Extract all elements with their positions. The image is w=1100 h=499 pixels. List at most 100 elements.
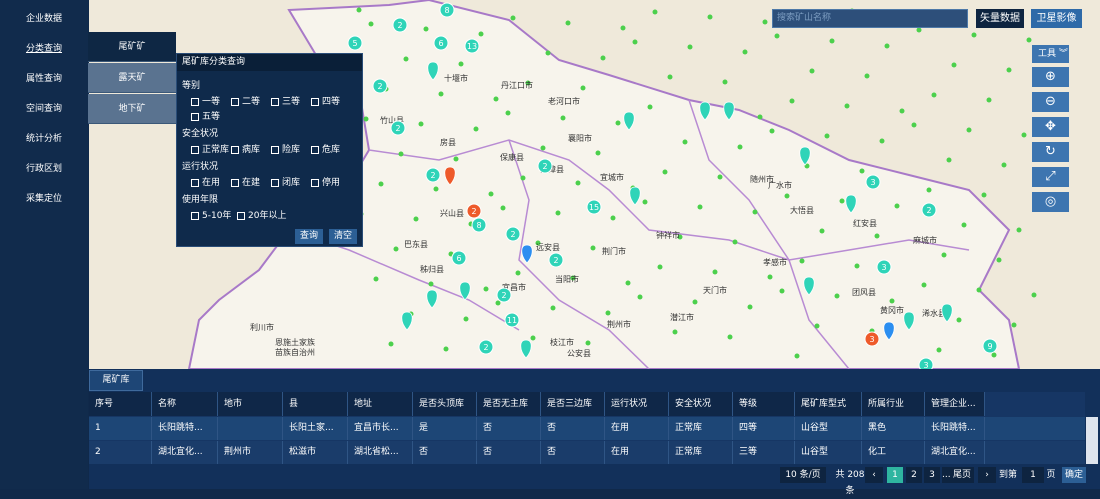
cluster-marker[interactable] <box>918 357 934 369</box>
cluster-marker[interactable] <box>464 38 480 54</box>
confirm[interactable]: 确定 <box>1062 467 1086 483</box>
menu-item[interactable]: 统计分析 <box>25 134 62 144</box>
cluster-marker[interactable] <box>433 35 449 51</box>
cluster-marker[interactable] <box>548 252 564 268</box>
checkbox-option[interactable]: 危库 <box>311 142 340 155</box>
tool-button[interactable]: ⤢ <box>1032 167 1069 187</box>
page-button[interactable]: 2 <box>906 467 922 483</box>
cluster-marker[interactable] <box>390 120 406 136</box>
cluster-marker[interactable] <box>496 287 512 303</box>
checkbox-option[interactable]: 在建 <box>231 175 260 188</box>
panel-button[interactable]: 清空 <box>329 229 357 244</box>
checkbox-option[interactable]: 闭库 <box>271 175 300 188</box>
table-header: 运行状况 <box>605 392 669 416</box>
cluster-marker[interactable] <box>466 203 482 219</box>
cluster-marker[interactable] <box>439 2 455 18</box>
next[interactable]: › <box>978 467 996 483</box>
submenu-item[interactable]: 露天矿 <box>88 63 176 93</box>
mine-pin[interactable] <box>941 303 953 323</box>
checkbox-option[interactable]: 险库 <box>271 142 300 155</box>
mine-pin[interactable] <box>459 281 471 301</box>
cluster-marker[interactable] <box>537 158 553 174</box>
mine-dot <box>535 240 541 246</box>
checkbox-option[interactable]: 二等 <box>231 94 260 107</box>
checkbox-option[interactable]: 在用 <box>191 175 220 188</box>
menu-item[interactable]: 空间查询 <box>25 104 62 114</box>
mine-pin[interactable] <box>427 61 439 81</box>
goto-input[interactable]: 1 <box>1022 467 1044 483</box>
tool-button[interactable]: ↻ <box>1032 142 1069 162</box>
mine-pin[interactable] <box>401 311 413 331</box>
cluster-marker[interactable] <box>504 312 520 328</box>
checkbox-option[interactable]: 四等 <box>311 94 340 107</box>
menu-item[interactable]: 行政区划 <box>25 164 62 174</box>
cluster-marker[interactable] <box>982 338 998 354</box>
mine-pin[interactable] <box>903 311 915 331</box>
tool-button[interactable]: ⊕ <box>1032 67 1069 87</box>
cluster-marker[interactable] <box>347 35 363 51</box>
vector-button[interactable]: 矢量数据 <box>976 9 1024 28</box>
tool-button[interactable]: ⊖ <box>1032 92 1069 112</box>
place-label: 公安县 <box>567 348 591 358</box>
mine-pin[interactable] <box>723 101 735 121</box>
table-tab[interactable]: 尾矿库 <box>89 370 143 391</box>
mine-pin[interactable] <box>623 111 635 131</box>
satellite-button[interactable]: 卫星影像 <box>1031 9 1082 28</box>
menu-item[interactable]: 采集定位 <box>25 194 62 204</box>
submenu-item[interactable]: 地下矿 <box>88 94 176 124</box>
scrollbar[interactable] <box>1086 417 1098 464</box>
mine-pin[interactable] <box>520 339 532 359</box>
menu-item[interactable]: 属性查询 <box>25 74 62 84</box>
checkbox-option[interactable]: 5-10年 <box>191 208 231 221</box>
panel-button[interactable]: 查询 <box>295 229 323 244</box>
mine-pin[interactable] <box>444 166 456 186</box>
cluster-marker[interactable] <box>425 167 441 183</box>
table-row[interactable]: 1 长阳跳特... 长阳土家... 宜昌市长... 是否否在用 正常库 四等 山谷型 黑色 长阳跳… <box>89 417 1085 440</box>
cluster-marker[interactable] <box>372 78 388 94</box>
tool-button[interactable]: ◎ <box>1032 192 1069 212</box>
checkbox-option[interactable]: 正常库 <box>191 142 229 155</box>
mine-pin[interactable] <box>426 289 438 309</box>
mine-pin[interactable] <box>883 321 895 341</box>
cluster-marker[interactable] <box>478 339 494 355</box>
page-button[interactable]: 3 <box>924 467 940 483</box>
place-label: 孝感市 <box>763 257 787 267</box>
tool-button[interactable]: ✥ <box>1032 117 1069 137</box>
cluster-marker[interactable] <box>921 202 937 218</box>
cluster-marker[interactable] <box>586 199 602 215</box>
checkbox-option[interactable]: 20年以上 <box>237 208 286 221</box>
prev[interactable]: ‹ <box>865 467 883 483</box>
cluster-marker[interactable] <box>865 174 881 190</box>
mine-pin[interactable] <box>629 186 641 206</box>
table-row[interactable]: 2 湖北宜化... 荆州市 松滋市 湖北省松... 否否否在用 正常库 三等 山谷型 化工 湖北宜化… <box>89 441 1085 464</box>
page-button[interactable]: ... <box>942 467 951 483</box>
mine-pin[interactable] <box>799 146 811 166</box>
cluster-marker[interactable] <box>876 259 892 275</box>
menu-item[interactable]: 企业数据 <box>25 14 62 24</box>
mine-dot <box>854 263 860 269</box>
page-button[interactable]: 1 <box>887 467 903 483</box>
cluster-marker[interactable] <box>471 217 487 233</box>
cluster-marker[interactable] <box>505 226 521 242</box>
cluster-marker[interactable] <box>392 17 408 33</box>
checkbox-option[interactable]: 病库 <box>231 142 260 155</box>
mine-pin[interactable] <box>699 101 711 121</box>
checkbox-option[interactable]: 一等 <box>191 94 220 107</box>
page-button[interactable]: 尾页 <box>950 467 974 483</box>
mine-pin[interactable] <box>521 244 533 264</box>
checkbox-option[interactable]: 停用 <box>311 175 340 188</box>
mine-pin[interactable] <box>845 194 857 214</box>
tools-button[interactable]: 工具 ︾ <box>1032 45 1069 63</box>
page-size[interactable]: 10 条/页 <box>780 467 826 483</box>
cluster-marker[interactable] <box>864 331 880 347</box>
place-label: 广水市 <box>768 180 792 190</box>
cluster-marker[interactable] <box>451 250 467 266</box>
menu-item[interactable]: 分类查询 <box>25 44 62 54</box>
search-input[interactable]: 搜索矿山名称 <box>772 9 968 28</box>
mine-pin[interactable] <box>803 276 815 296</box>
checkbox-option[interactable]: 三等 <box>271 94 300 107</box>
submenu-item[interactable]: 尾矿矿 <box>88 32 176 62</box>
mine-dot <box>961 222 967 228</box>
checkbox-option[interactable]: 五等 <box>191 109 220 122</box>
